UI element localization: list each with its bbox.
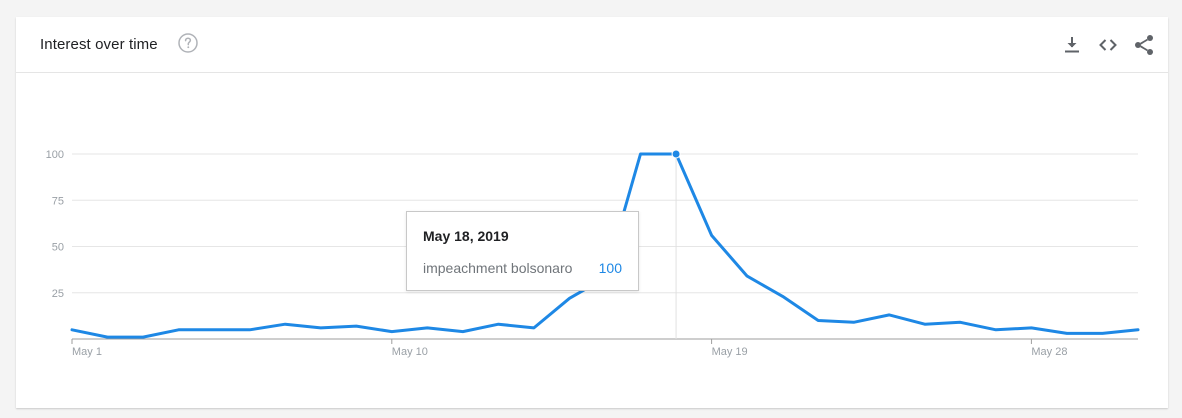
y-tick-label: 50 <box>52 242 64 254</box>
download-icon[interactable] <box>1060 33 1084 57</box>
y-tick-label: 75 <box>52 195 64 207</box>
share-icon[interactable] <box>1132 33 1156 57</box>
y-tick-label: 100 <box>46 149 64 161</box>
x-tick-label: May 28 <box>1031 346 1067 358</box>
x-tick-label: May 19 <box>712 346 748 358</box>
chart-area[interactable]: 25 50 75 100 May 1 May 10 May 19 May 28 May 18,… <box>16 73 1168 408</box>
tooltip-series-value: 100 <box>598 260 622 276</box>
y-tick-label: 25 <box>52 288 64 300</box>
card-actions <box>1060 33 1156 57</box>
chart-tooltip: May 18, 2019 impeachment bolsonaro 100 <box>406 211 639 291</box>
interest-over-time-card: Interest over time 25 50 75 <box>16 17 1168 408</box>
x-tick-label: May 10 <box>392 346 428 358</box>
x-tick-label: May 1 <box>72 346 102 358</box>
embed-code-icon[interactable] <box>1096 33 1120 57</box>
tooltip-date: May 18, 2019 <box>423 228 509 244</box>
help-circle-icon[interactable] <box>178 33 198 53</box>
card-title: Interest over time <box>40 36 158 53</box>
card-header: Interest over time <box>16 17 1168 73</box>
tooltip-series-name: impeachment bolsonaro <box>423 260 573 276</box>
highlight-point <box>671 149 681 159</box>
